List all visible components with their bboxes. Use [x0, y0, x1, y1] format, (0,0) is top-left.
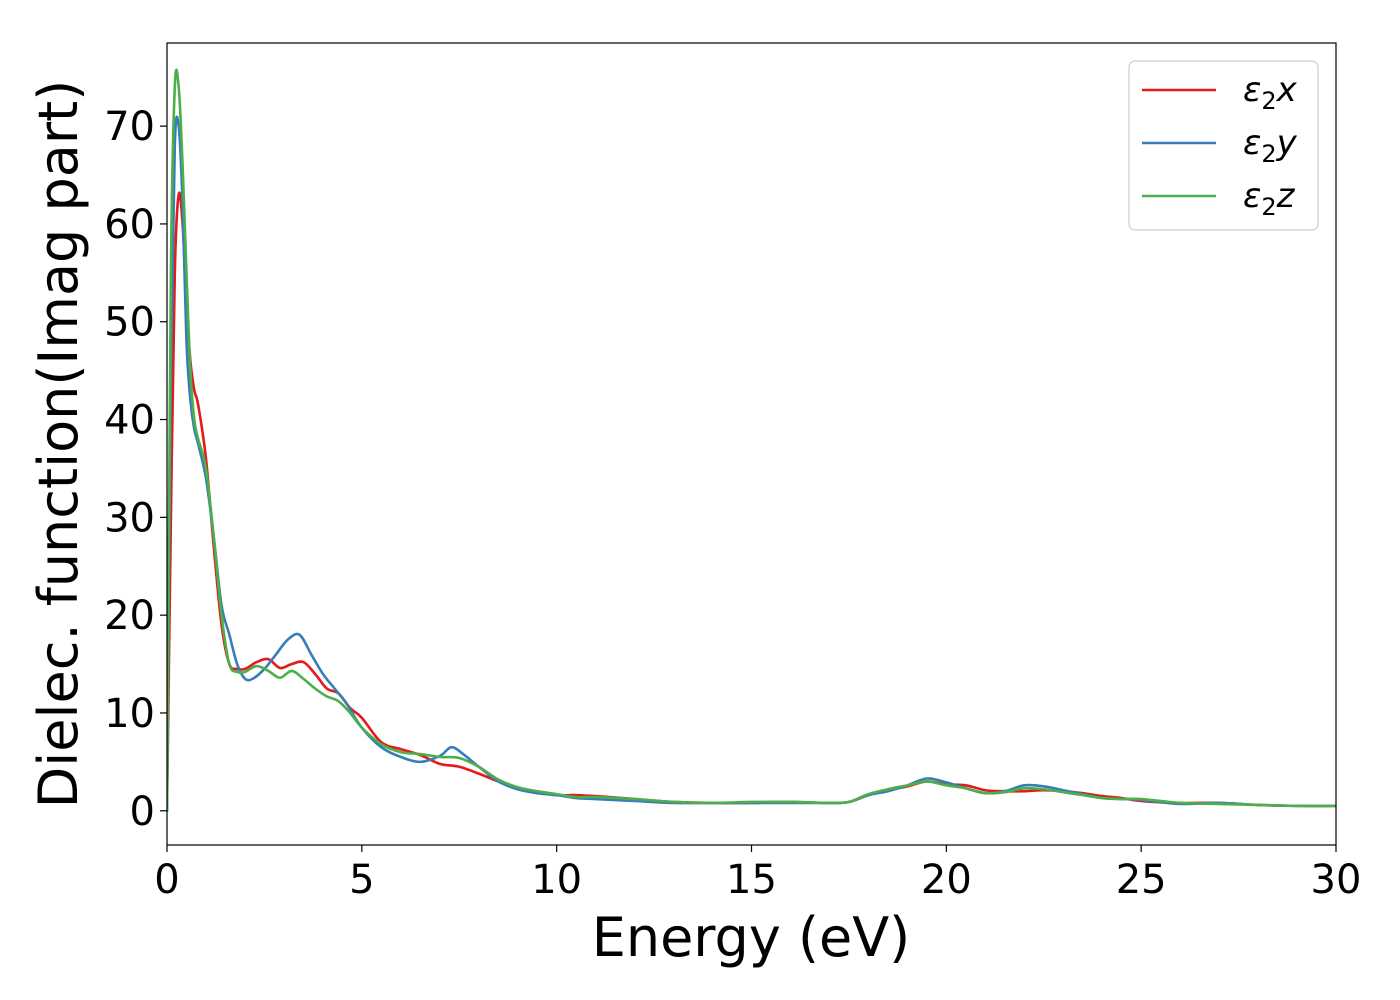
y-tick-label: 20 — [104, 593, 155, 639]
series-line-x — [167, 191, 1336, 813]
y-axis: 0 10 20 30 40 50 60 70 — [104, 104, 167, 835]
y-tick-label: 10 — [104, 691, 155, 737]
y-tick-label: 40 — [104, 398, 155, 444]
y-axis-label: Dielec. function(Imag part) — [27, 80, 90, 809]
y-tick-label: 60 — [104, 202, 155, 248]
x-tick-label: 25 — [1116, 857, 1167, 903]
legend-label-y: ε2y — [1243, 123, 1298, 168]
y-tick-label: 30 — [104, 495, 155, 541]
x-tick-label: 30 — [1311, 857, 1362, 903]
y-tick-label: 0 — [130, 789, 155, 835]
series-layer — [167, 68, 1336, 813]
legend: ε2x ε2y ε2z — [1128, 60, 1319, 231]
x-tick-label: 15 — [726, 857, 777, 903]
x-axis-label: Energy (eV) — [592, 906, 911, 969]
y-tick-label: 50 — [104, 300, 155, 346]
legend-box — [1128, 60, 1319, 231]
series-line-z — [167, 68, 1336, 813]
x-tick-label: 20 — [921, 857, 972, 903]
x-tick-label: 10 — [531, 857, 582, 903]
x-tick-label: 5 — [349, 857, 374, 903]
x-axis: 0 5 10 15 20 25 30 — [154, 845, 1361, 903]
legend-label-z: ε2z — [1243, 176, 1296, 221]
y-tick-label: 70 — [104, 104, 155, 150]
legend-label-x: ε2x — [1243, 70, 1298, 115]
x-tick-label: 0 — [154, 857, 179, 903]
